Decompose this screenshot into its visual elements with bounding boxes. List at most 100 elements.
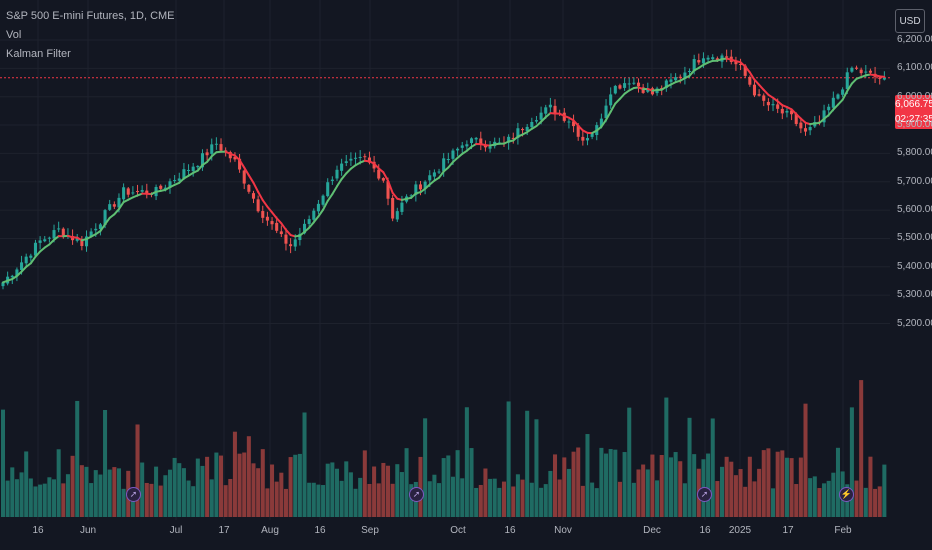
dividend-event-icon[interactable]: ➚ — [126, 487, 141, 502]
candle-body — [785, 110, 789, 113]
volume-bar — [752, 481, 757, 517]
volume-bar — [205, 456, 210, 517]
kalman-segment — [284, 228, 292, 237]
candle-body — [312, 210, 316, 220]
candle-body — [507, 136, 511, 143]
time-tick-label: 16 — [699, 525, 711, 536]
chart-grid — [0, 0, 890, 520]
kalman-indicator-label[interactable]: Kalman Filter — [6, 48, 71, 60]
volume-bar — [854, 480, 859, 517]
earnings-event-icon[interactable]: ⚡ — [839, 487, 854, 502]
kalman-segment — [600, 118, 608, 128]
candle-body — [674, 77, 678, 81]
volume-bar — [529, 482, 534, 517]
volume-indicator-label[interactable]: Vol — [6, 29, 22, 41]
volume-bar — [209, 479, 214, 517]
candle-body — [145, 190, 149, 194]
dividend-event-icon[interactable]: ➚ — [409, 487, 424, 502]
candle-body — [864, 71, 868, 73]
candle-body — [752, 84, 757, 96]
candle-body — [38, 240, 42, 243]
volume-bar — [10, 467, 15, 517]
price-tick-label: 5,500.00 — [897, 232, 932, 244]
symbol-title[interactable]: S&P 500 E-mini Futures, 1D, CME — [6, 10, 175, 22]
volume-bar — [348, 472, 353, 517]
candle-body — [771, 104, 775, 106]
candle-body — [576, 125, 580, 137]
time-tick-label: Jun — [79, 525, 97, 536]
kalman-segment — [577, 124, 584, 132]
chart-legend: S&P 500 E-mini Futures, 1D, CME Vol Kalm… — [6, 7, 175, 64]
candle-body — [734, 60, 738, 65]
volume-bar — [154, 466, 159, 517]
volume-bar — [195, 458, 200, 517]
volume-bar — [56, 449, 61, 517]
candle-body — [794, 113, 798, 124]
kalman-segment — [688, 69, 696, 77]
volume-bar — [780, 450, 785, 517]
volume-bar — [724, 456, 729, 517]
kalman-segment — [275, 217, 283, 225]
volume-bar — [771, 488, 776, 517]
kalman-segment — [335, 178, 343, 188]
volume-bar — [441, 458, 446, 517]
volume-bar — [863, 487, 868, 517]
volume-bar — [42, 483, 47, 517]
candle-body — [780, 108, 784, 114]
candle-body — [882, 77, 886, 80]
volume-bar — [543, 484, 548, 517]
volume-bar — [167, 469, 173, 517]
candle-body — [799, 122, 803, 129]
volume-bar — [803, 403, 808, 517]
volume-bar — [311, 482, 316, 517]
candle-body — [307, 219, 311, 224]
kalman-segment — [614, 97, 621, 105]
candle-body — [766, 101, 770, 106]
volume-bar — [668, 457, 673, 517]
price-tick-label: 5,400.00 — [897, 260, 932, 272]
volume-bar — [548, 470, 553, 517]
candle-body — [432, 172, 436, 177]
volume-bar — [103, 409, 108, 517]
price-tick-label: 5,300.00 — [897, 289, 932, 301]
volume-bar — [93, 470, 98, 517]
candle-body — [613, 85, 617, 94]
volume-bar — [826, 480, 831, 517]
candle-body — [210, 144, 214, 154]
candle-body — [182, 169, 186, 179]
volume-bar — [729, 461, 734, 517]
time-tick-label: Sep — [361, 525, 379, 536]
volume-bar — [478, 484, 483, 517]
volume-bar — [873, 488, 878, 517]
volume-bar — [483, 468, 488, 517]
volume-bar — [812, 476, 817, 517]
volume-bar — [474, 487, 479, 517]
candle-body — [442, 158, 446, 172]
candle-body — [61, 228, 65, 237]
volume-bar — [450, 476, 455, 517]
kalman-segment — [29, 255, 37, 265]
dividend-event-icon[interactable]: ➚ — [697, 487, 712, 502]
volume-bar — [75, 400, 80, 517]
volume-bar — [849, 407, 854, 517]
candle-body — [437, 171, 441, 173]
candle-body — [354, 157, 358, 159]
volume-bar — [270, 464, 275, 517]
kalman-segment — [206, 155, 213, 163]
kalman-segment — [178, 177, 185, 184]
volume-bar — [112, 467, 117, 517]
volume-bar — [237, 453, 242, 517]
candle-body — [335, 169, 339, 179]
candle-body — [822, 110, 826, 123]
candle-body — [511, 137, 515, 139]
candle-body — [228, 152, 232, 159]
kalman-segment — [39, 246, 46, 253]
candle-body — [247, 184, 251, 192]
volume-bar — [186, 480, 191, 517]
candle-body — [706, 57, 710, 60]
kalman-segment — [113, 208, 120, 216]
volume-bar — [613, 449, 618, 517]
currency-button[interactable]: USD — [895, 9, 925, 33]
kalman-segment — [247, 174, 255, 184]
